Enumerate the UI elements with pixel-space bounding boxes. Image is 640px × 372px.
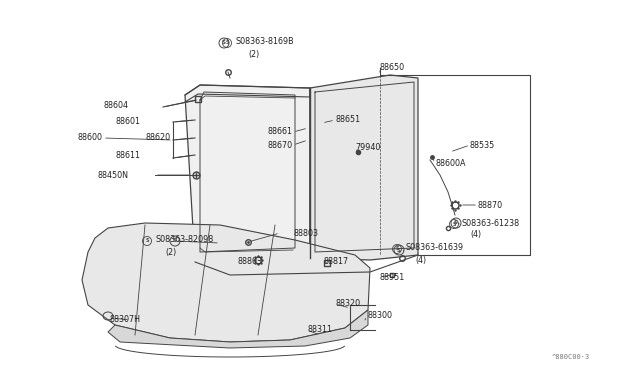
Text: 88651: 88651 xyxy=(335,115,360,125)
Text: 88307H: 88307H xyxy=(110,315,141,324)
Text: S: S xyxy=(173,238,177,244)
Text: 88620: 88620 xyxy=(145,134,170,142)
Text: 88320: 88320 xyxy=(335,299,360,308)
Text: 88600A: 88600A xyxy=(435,158,465,167)
Text: 88604: 88604 xyxy=(103,100,128,109)
Text: 88803: 88803 xyxy=(237,257,262,266)
Text: 88951: 88951 xyxy=(380,273,405,282)
Text: 88817: 88817 xyxy=(323,257,348,266)
Text: 79940: 79940 xyxy=(355,144,380,153)
Text: 88450N: 88450N xyxy=(97,170,128,180)
Text: 88611: 88611 xyxy=(115,151,140,160)
Text: 88300: 88300 xyxy=(367,311,392,321)
Text: 88670: 88670 xyxy=(268,141,293,150)
Text: (4): (4) xyxy=(415,256,426,264)
Text: 88311: 88311 xyxy=(307,326,332,334)
Text: S08363-61238: S08363-61238 xyxy=(462,218,520,228)
Polygon shape xyxy=(82,223,370,342)
Polygon shape xyxy=(185,85,310,262)
Text: 88803: 88803 xyxy=(293,228,318,237)
Text: S08363-82098: S08363-82098 xyxy=(155,235,213,244)
Text: (2): (2) xyxy=(248,49,259,58)
Text: 88535: 88535 xyxy=(470,141,495,150)
Text: S: S xyxy=(145,238,148,244)
Text: (2): (2) xyxy=(165,247,176,257)
Text: (4): (4) xyxy=(470,231,481,240)
Text: ^880C00·3: ^880C00·3 xyxy=(552,354,590,360)
Text: 88601: 88601 xyxy=(115,118,140,126)
Text: 88650: 88650 xyxy=(380,64,405,73)
Text: S08363-8169B: S08363-8169B xyxy=(235,38,294,46)
Text: 88600: 88600 xyxy=(78,134,103,142)
Text: S: S xyxy=(396,247,399,251)
Text: S08363-61639: S08363-61639 xyxy=(405,244,463,253)
Polygon shape xyxy=(108,310,368,348)
Polygon shape xyxy=(310,75,418,260)
Text: S: S xyxy=(452,221,456,227)
Text: S: S xyxy=(222,41,226,45)
Text: S: S xyxy=(225,41,228,45)
Text: 88661: 88661 xyxy=(268,128,293,137)
Text: S: S xyxy=(397,247,401,253)
Text: S: S xyxy=(454,221,458,225)
Text: 88870: 88870 xyxy=(478,201,503,209)
